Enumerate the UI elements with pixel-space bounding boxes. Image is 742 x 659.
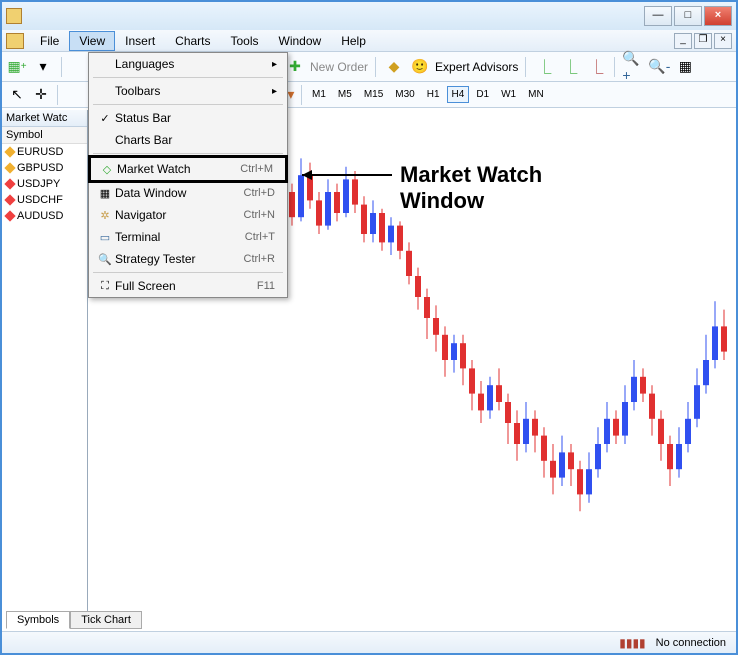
new-chart-icon[interactable]: ▦+ [6, 56, 28, 78]
zoom-out-icon[interactable]: 🔍- [648, 56, 670, 78]
app-icon [6, 8, 22, 24]
symbol-row[interactable]: AUDUSD [2, 208, 87, 224]
symbol-diamond-icon [4, 178, 15, 189]
child-window-controls: _ ❐ × [674, 33, 732, 49]
timeframe-d1[interactable]: D1 [471, 86, 494, 103]
navigator-icon: ✲ [95, 207, 115, 223]
timeframe-w1[interactable]: W1 [496, 86, 521, 103]
child-close-button[interactable]: × [714, 33, 732, 49]
menu-navigator[interactable]: ✲NavigatorCtrl+N [89, 204, 287, 226]
annotation: Market WatchWindow [302, 162, 542, 215]
data-window-icon: ▦ [95, 185, 115, 201]
view-dropdown: Languages▸ Toolbars▸ ✓Status Bar Charts … [88, 52, 288, 298]
menu-help[interactable]: Help [331, 31, 376, 51]
new-order-button[interactable]: New Order [310, 60, 368, 74]
close-button[interactable]: × [704, 6, 732, 26]
menu-strategy-tester[interactable]: 🔍Strategy TesterCtrl+R [89, 248, 287, 270]
expert-advisors-button[interactable]: Expert Advisors [435, 60, 518, 74]
connection-icon: ▮▮▮▮ [619, 636, 645, 650]
symbol-row[interactable]: USDCHF [2, 192, 87, 208]
symbol-diamond-icon [4, 162, 15, 173]
expert-advisors-icon[interactable]: 🙂 [409, 56, 431, 78]
menubar: File View Insert Charts Tools Window Hel… [2, 30, 736, 52]
symbol-diamond-icon [4, 194, 15, 205]
child-minimize-button[interactable]: _ [674, 33, 692, 49]
meta-icon[interactable]: ◆ [383, 56, 405, 78]
symbol-name: GBPUSD [17, 162, 63, 174]
strategy-tester-icon: 🔍 [95, 251, 115, 267]
indicator-icon-3[interactable]: ⎿ [585, 56, 607, 78]
indicator-icon-1[interactable]: ⎿ [533, 56, 555, 78]
menu-data-window[interactable]: ▦Data WindowCtrl+D [89, 182, 287, 204]
statusbar: ▮▮▮▮ No connection [2, 631, 736, 653]
symbol-diamond-icon [4, 210, 15, 221]
menu-charts[interactable]: Charts [165, 31, 220, 51]
menu-languages[interactable]: Languages▸ [89, 53, 287, 75]
maximize-button[interactable]: □ [674, 6, 702, 26]
symbol-name: USDJPY [17, 178, 60, 190]
titlebar: — □ × [2, 2, 736, 30]
market-watch-panel: Market Watc Symbol EURUSD GBPUSD USDJPY USD… [2, 110, 88, 629]
app-menu-icon[interactable] [6, 33, 24, 49]
symbol-name: USDCHF [17, 194, 63, 206]
menu-tools[interactable]: Tools [221, 31, 269, 51]
menu-toolbars[interactable]: Toolbars▸ [89, 80, 287, 102]
symbol-name: EURUSD [17, 146, 63, 158]
indicator-icon-2[interactable]: ⎿ [559, 56, 581, 78]
crosshair-icon[interactable]: ✛ [30, 84, 52, 106]
menu-window[interactable]: Window [269, 31, 332, 51]
connection-status: No connection [656, 637, 726, 649]
menu-charts-bar[interactable]: Charts Bar [89, 129, 287, 151]
market-watch-icon: ◇ [97, 161, 117, 177]
tab-tick-chart[interactable]: Tick Chart [70, 611, 142, 629]
zoom-in-icon[interactable]: 🔍+ [622, 56, 644, 78]
annotation-text: Market WatchWindow [400, 162, 542, 215]
menu-insert[interactable]: Insert [115, 31, 165, 51]
timeframe-m30[interactable]: M30 [390, 86, 419, 103]
tile-icon[interactable]: ▦ [674, 56, 696, 78]
timeframe-mn[interactable]: MN [523, 86, 549, 103]
market-watch-title: Market Watc [2, 110, 87, 127]
menu-market-watch[interactable]: ◇Market WatchCtrl+M [88, 155, 288, 183]
symbol-row[interactable]: USDJPY [2, 176, 87, 192]
panel-tabs: Symbols Tick Chart [6, 611, 142, 629]
market-watch-column-header: Symbol [2, 127, 87, 144]
annotation-arrow [302, 174, 392, 176]
cursor-icon[interactable]: ↖ [6, 84, 28, 106]
timeframe-h4[interactable]: H4 [447, 86, 470, 103]
timeframe-m1[interactable]: M1 [307, 86, 331, 103]
timeframe-m15[interactable]: M15 [359, 86, 388, 103]
timeframe-h1[interactable]: H1 [422, 86, 445, 103]
full-screen-icon: ⛶ [95, 278, 115, 294]
symbol-row[interactable]: GBPUSD [2, 160, 87, 176]
minimize-button[interactable]: — [644, 6, 672, 26]
app-window: — □ × File View Insert Charts Tools Wind… [0, 0, 738, 655]
tab-symbols[interactable]: Symbols [6, 611, 70, 629]
symbol-row[interactable]: EURUSD [2, 144, 87, 160]
symbol-diamond-icon [4, 146, 15, 157]
menu-full-screen[interactable]: ⛶Full ScreenF11 [89, 275, 287, 297]
profiles-icon[interactable]: ▾ [32, 56, 54, 78]
timeframe-m5[interactable]: M5 [333, 86, 357, 103]
terminal-icon: ▭ [95, 229, 115, 245]
menu-status-bar[interactable]: ✓Status Bar [89, 107, 287, 129]
menu-file[interactable]: File [30, 31, 69, 51]
symbol-name: AUDUSD [17, 210, 63, 222]
menu-view[interactable]: View [69, 31, 115, 51]
menu-terminal[interactable]: ▭TerminalCtrl+T [89, 226, 287, 248]
child-restore-button[interactable]: ❐ [694, 33, 712, 49]
